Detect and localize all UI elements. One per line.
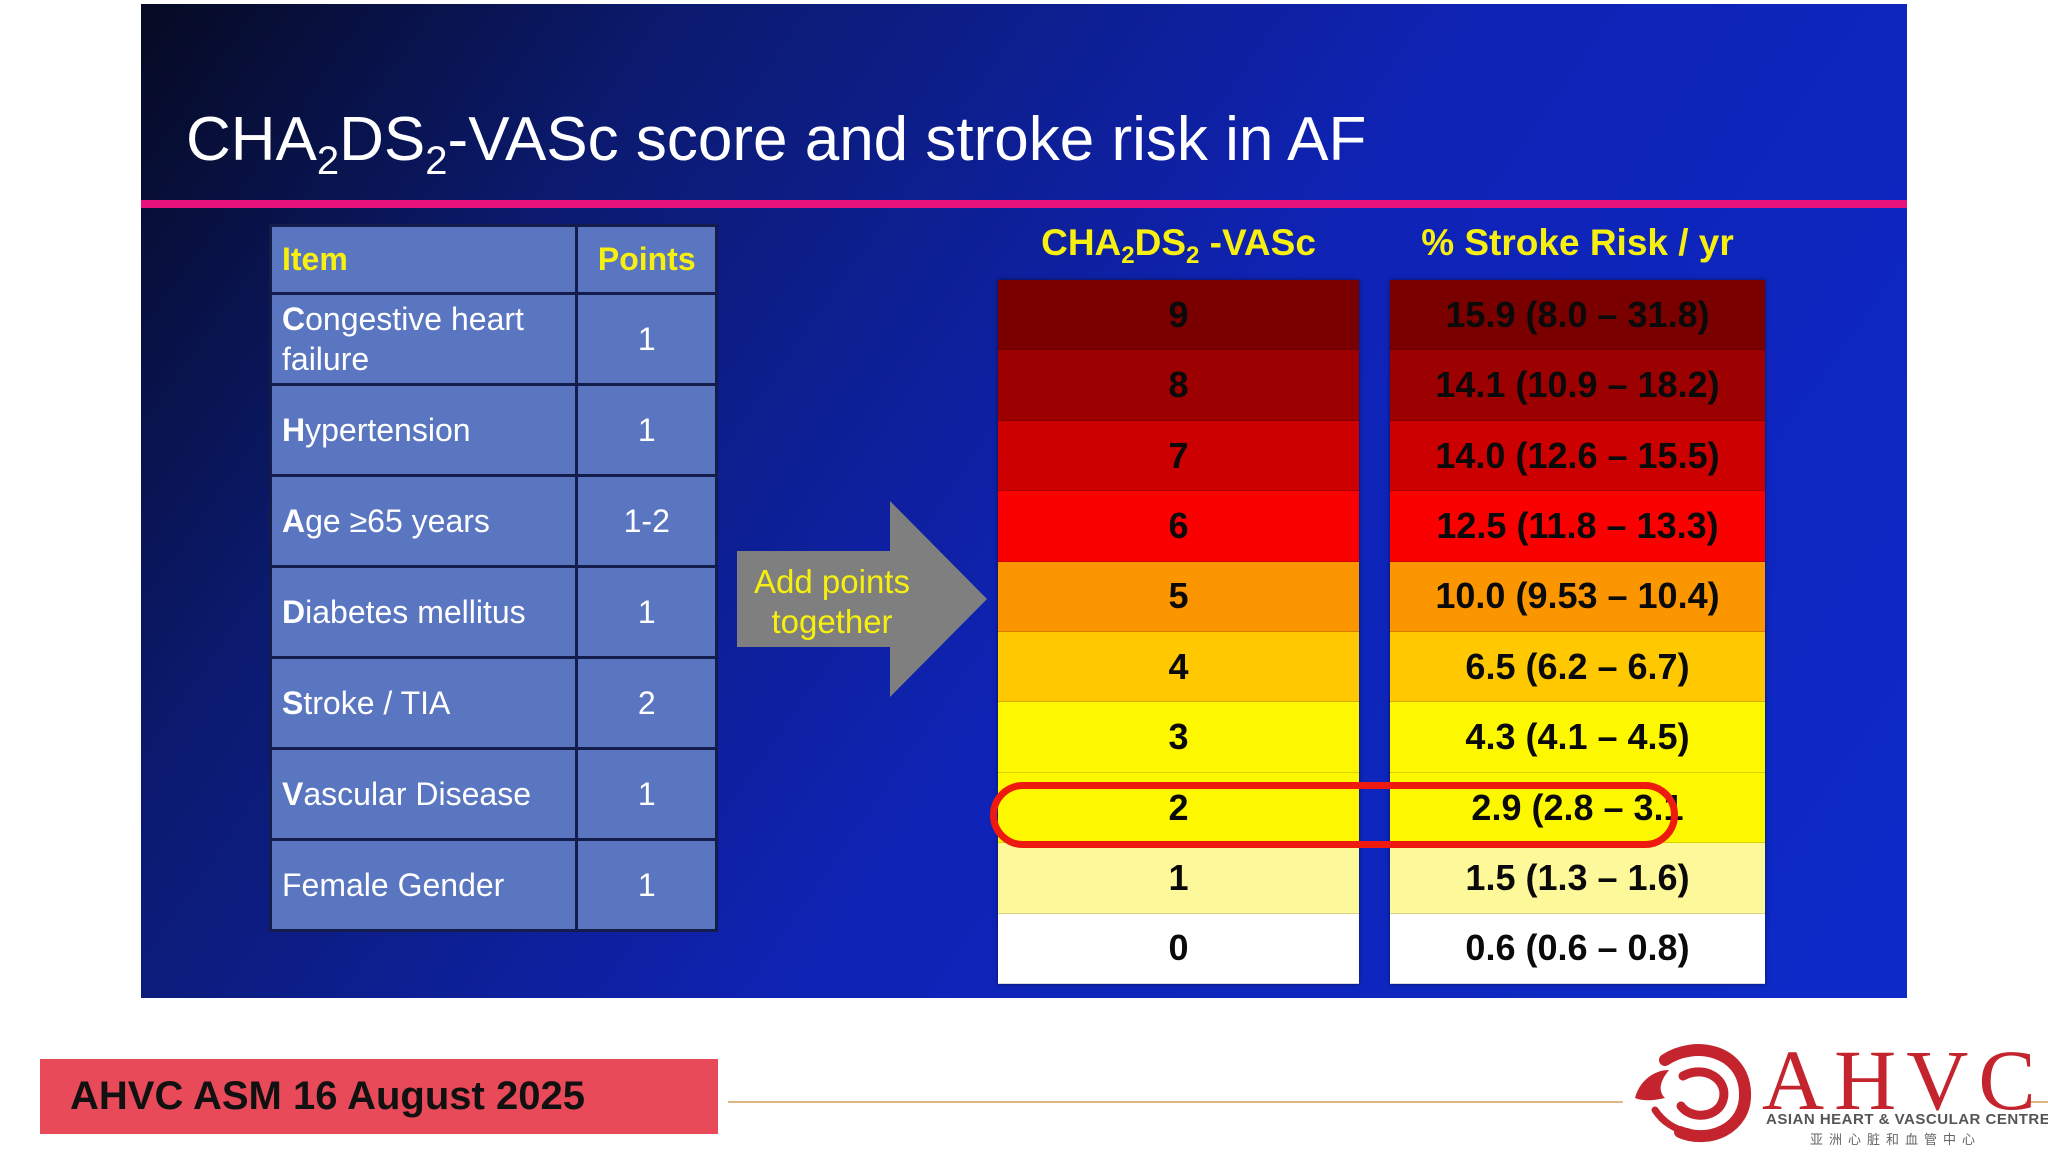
item-name: Stroke / TIA bbox=[268, 656, 579, 750]
item-points: 1 bbox=[575, 747, 718, 841]
item-name: Vascular Disease bbox=[268, 747, 579, 841]
item-name: Female Gender bbox=[268, 838, 579, 932]
score-cell: 9 bbox=[998, 280, 1359, 351]
slide: CHA2DS2-VASc score and stroke risk in AF… bbox=[141, 4, 1907, 998]
item-rest: ascular Disease bbox=[303, 776, 531, 812]
score-cell: 0 bbox=[998, 913, 1359, 985]
item-rest: Female Gender bbox=[282, 867, 505, 903]
item-points: 1 bbox=[575, 383, 718, 477]
item-row: Hypertension 1 bbox=[268, 383, 718, 477]
risk-cell: 14.1 (10.9 – 18.2) bbox=[1390, 350, 1765, 421]
item-rest: iabetes mellitus bbox=[305, 594, 526, 630]
item-row: Vascular Disease 1 bbox=[268, 747, 718, 841]
item-row: Diabetes mellitus 1 bbox=[268, 565, 718, 659]
score-cell: 5 bbox=[998, 561, 1359, 633]
score-cell: 7 bbox=[998, 420, 1359, 492]
risk-cell: 6.5 (6.2 – 6.7) bbox=[1390, 632, 1765, 703]
risk-cell: 0.6 (0.6 – 0.8) bbox=[1390, 913, 1765, 985]
item-points: 1 bbox=[575, 838, 718, 932]
footer-divider-end bbox=[2025, 1101, 2048, 1103]
item-row: Congestive heart failure 1 bbox=[268, 292, 718, 386]
item-rest: ongestive heart failure bbox=[282, 301, 524, 377]
item-rest: troke / TIA bbox=[303, 685, 451, 721]
score-cell: 3 bbox=[998, 702, 1359, 773]
item-row: Age ≥65 years 1-2 bbox=[268, 474, 718, 568]
item-row: Female Gender 1 bbox=[268, 838, 718, 932]
points-header: Points bbox=[575, 224, 718, 295]
item-points: 1-2 bbox=[575, 474, 718, 568]
risk-cell: 1.5 (1.3 – 1.6) bbox=[1390, 843, 1765, 914]
ahvc-logo-icon bbox=[1635, 1044, 1751, 1143]
item-initial: S bbox=[282, 685, 304, 721]
item-points: 1 bbox=[575, 292, 718, 386]
title-divider bbox=[141, 200, 1907, 208]
item-points: 1 bbox=[575, 565, 718, 659]
item-row: Stroke / TIA 2 bbox=[268, 656, 718, 750]
item-rest: ypertension bbox=[305, 412, 471, 448]
footer-divider bbox=[728, 1101, 1623, 1103]
item-initial: D bbox=[282, 594, 306, 630]
footer-banner bbox=[40, 1059, 718, 1134]
score-cell: 6 bbox=[998, 491, 1359, 562]
risk-cell: 10.0 (9.53 – 10.4) bbox=[1390, 561, 1765, 633]
logo-wordmark: AHVC bbox=[1762, 1032, 2046, 1128]
slide-title: CHA2DS2-VASc score and stroke risk in AF bbox=[186, 105, 1367, 183]
risk-cell: 15.9 (8.0 – 31.8) bbox=[1390, 280, 1765, 351]
risk-cell: 12.5 (11.8 – 13.3) bbox=[1390, 491, 1765, 562]
score-cell: 4 bbox=[998, 632, 1359, 703]
item-name: Hypertension bbox=[268, 383, 579, 477]
items-table-header: Item Points bbox=[268, 224, 718, 295]
score-column-header: CHA2DS2 -VASc bbox=[1041, 222, 1316, 269]
item-initial: V bbox=[282, 776, 304, 812]
highlight-ring bbox=[990, 782, 1678, 848]
item-initial: A bbox=[282, 503, 306, 539]
logo-chinese-name: 亚洲心脏和血管中心 bbox=[1810, 1132, 1982, 1147]
risk-column: 15.9 (8.0 – 31.8) 14.1 (10.9 – 18.2) 14.0 … bbox=[1390, 280, 1765, 985]
item-name: Diabetes mellitus bbox=[268, 565, 579, 659]
logo-subtitle: ASIAN HEART & VASCULAR CENTRE bbox=[1766, 1111, 2048, 1128]
risk-cell: 14.0 (12.6 – 15.5) bbox=[1390, 420, 1765, 492]
item-rest: ge ≥65 years bbox=[305, 503, 490, 539]
item-name: Age ≥65 years bbox=[268, 474, 579, 568]
item-points: 2 bbox=[575, 656, 718, 750]
score-cell: 8 bbox=[998, 350, 1359, 421]
item-header: Item bbox=[268, 224, 579, 295]
item-initial: C bbox=[282, 301, 306, 337]
arrow-right-icon bbox=[737, 501, 987, 697]
item-initial: H bbox=[282, 412, 306, 448]
item-name: Congestive heart failure bbox=[268, 292, 579, 386]
risk-column-header: % Stroke Risk / yr bbox=[1421, 222, 1734, 263]
score-cell: 1 bbox=[998, 843, 1359, 914]
risk-cell: 4.3 (4.1 – 4.5) bbox=[1390, 702, 1765, 773]
add-points-label: Add points together bbox=[754, 563, 910, 640]
footer-event-label: AHVC ASM 16 August 2025 bbox=[70, 1074, 585, 1118]
items-table: Item Points Congestive heart failure 1 Hyp… bbox=[268, 224, 718, 932]
